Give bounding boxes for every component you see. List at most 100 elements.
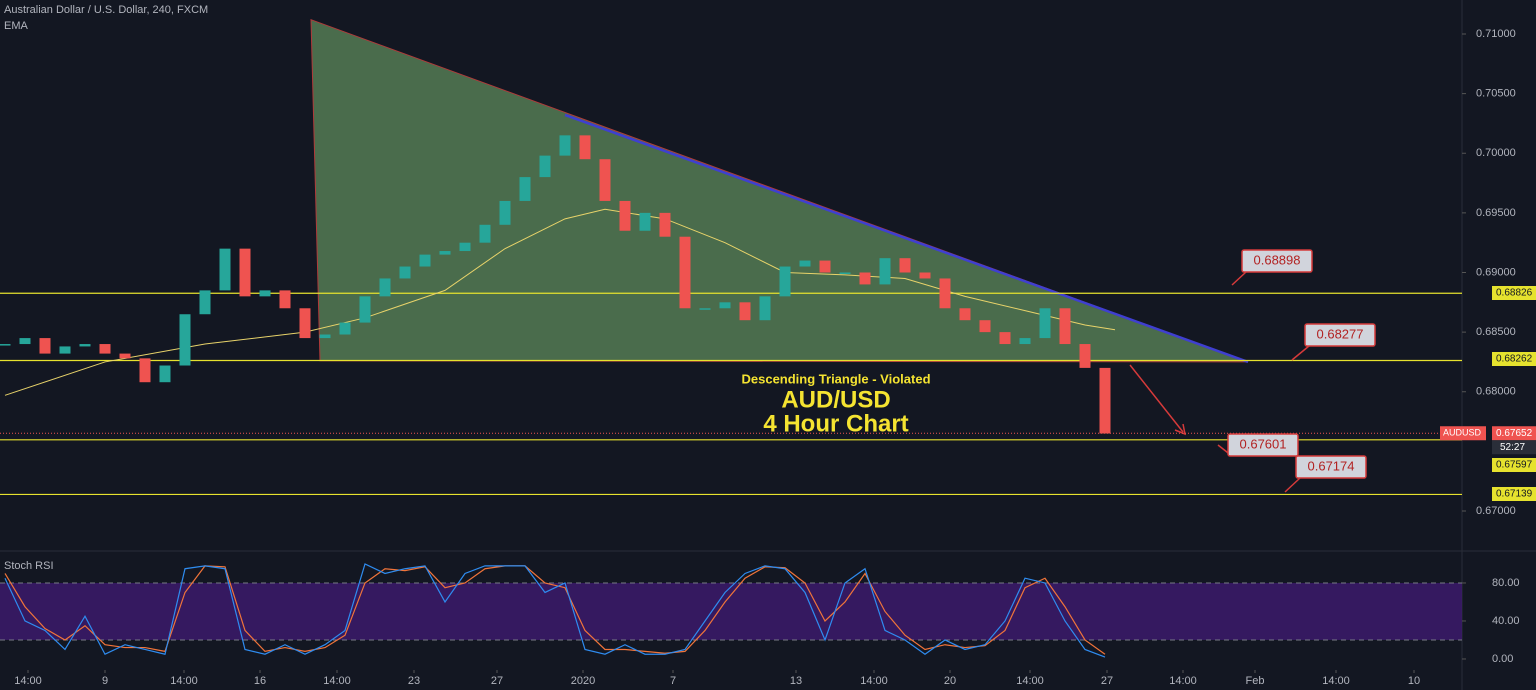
callout-box bbox=[1304, 323, 1376, 347]
price-tag bbox=[1492, 458, 1536, 472]
candle bbox=[639, 212, 651, 231]
candle bbox=[1039, 308, 1051, 339]
candle bbox=[719, 302, 731, 309]
candle bbox=[59, 346, 71, 354]
rsi-title: Stoch RSI bbox=[4, 560, 54, 572]
candle bbox=[559, 135, 571, 156]
candle bbox=[159, 365, 171, 383]
x-tick-label: 14:00 bbox=[1016, 675, 1044, 687]
callout-label: 0.67601 bbox=[1240, 436, 1287, 451]
callout-line bbox=[1284, 477, 1301, 493]
rsi-line bbox=[4, 565, 1106, 655]
ema-line bbox=[4, 208, 1116, 396]
y-tick-label: 0.71000 bbox=[1476, 28, 1516, 40]
callout-box bbox=[1241, 249, 1313, 273]
candle bbox=[599, 159, 611, 201]
callout-label: 0.68277 bbox=[1317, 326, 1364, 341]
price-tag-label: 0.67139 bbox=[1496, 489, 1533, 500]
candle bbox=[139, 358, 151, 383]
candle bbox=[379, 278, 391, 297]
candle bbox=[579, 135, 591, 160]
y-tick-label: 0.68000 bbox=[1476, 386, 1516, 398]
price-tag-label: 0.68826 bbox=[1496, 288, 1533, 299]
y-tick-label: 0.69500 bbox=[1476, 207, 1516, 219]
rsi-line bbox=[4, 563, 1106, 658]
candle bbox=[399, 266, 411, 279]
candle bbox=[779, 266, 791, 297]
candle bbox=[439, 251, 451, 255]
candle bbox=[999, 332, 1011, 345]
caption: AUD/USD bbox=[781, 386, 890, 413]
candle bbox=[1079, 344, 1091, 368]
candle bbox=[859, 272, 871, 285]
candle bbox=[939, 278, 951, 309]
last-price-tag bbox=[1492, 426, 1536, 441]
callout-label: 0.67174 bbox=[1308, 458, 1355, 473]
rsi-band bbox=[0, 582, 1462, 640]
candle bbox=[359, 296, 371, 323]
candle bbox=[119, 353, 131, 359]
x-tick-label: 9 bbox=[102, 675, 108, 687]
candle bbox=[99, 344, 111, 354]
candle bbox=[659, 212, 671, 237]
x-tick-label: 27 bbox=[1101, 675, 1113, 687]
y-tick-label: 0.67000 bbox=[1476, 505, 1516, 517]
x-tick-label: 20 bbox=[944, 675, 956, 687]
x-tick-label: 14:00 bbox=[14, 675, 42, 687]
candle bbox=[819, 260, 831, 273]
candle bbox=[519, 177, 531, 201]
caption: Descending Triangle - Violated bbox=[741, 371, 930, 386]
price-tag bbox=[1492, 487, 1536, 501]
candle bbox=[259, 290, 271, 297]
candle bbox=[959, 308, 971, 321]
candle bbox=[19, 338, 31, 345]
candle bbox=[879, 258, 891, 285]
callout-box bbox=[1227, 433, 1299, 457]
candle bbox=[499, 200, 511, 225]
x-tick-label: 14:00 bbox=[1169, 675, 1197, 687]
candle bbox=[1019, 338, 1031, 345]
candle bbox=[919, 272, 931, 279]
candle bbox=[239, 248, 251, 297]
candle bbox=[799, 260, 811, 267]
candle bbox=[459, 242, 471, 252]
resistance-line bbox=[564, 113, 1249, 364]
y-tick-label: 0.69000 bbox=[1476, 266, 1516, 278]
x-tick-label: 14:00 bbox=[170, 675, 198, 687]
indicator-name: EMA bbox=[4, 20, 29, 32]
candle bbox=[339, 322, 351, 335]
x-tick-label: 7 bbox=[670, 675, 676, 687]
chart-title: Australian Dollar / U.S. Dollar, 240, FX… bbox=[4, 4, 208, 16]
candle bbox=[219, 248, 231, 291]
price-tag-label: 0.68262 bbox=[1496, 354, 1533, 365]
candle bbox=[679, 236, 691, 309]
countdown-tag bbox=[1492, 440, 1536, 455]
candle bbox=[279, 290, 291, 309]
y-tick-label: 0.70500 bbox=[1476, 88, 1516, 100]
price-tag bbox=[1492, 286, 1536, 300]
rsi-tick-label: 0.00 bbox=[1492, 653, 1513, 665]
candle bbox=[0, 344, 11, 346]
candle bbox=[299, 308, 311, 339]
candle bbox=[199, 290, 211, 315]
rsi-tick-label: 80.00 bbox=[1492, 577, 1520, 589]
candle bbox=[419, 254, 431, 267]
callout-line bbox=[1231, 271, 1247, 286]
caption: 4 Hour Chart bbox=[763, 410, 908, 437]
candle bbox=[319, 334, 331, 339]
y-tick-label: 0.68500 bbox=[1476, 326, 1516, 338]
candle bbox=[79, 344, 91, 347]
candle bbox=[1059, 308, 1071, 345]
candle bbox=[539, 155, 551, 178]
candle bbox=[699, 308, 711, 310]
countdown-label: 52:27 bbox=[1500, 442, 1525, 453]
x-tick-label: Feb bbox=[1246, 675, 1265, 687]
x-tick-label: 14:00 bbox=[323, 675, 351, 687]
callout-label: 0.68898 bbox=[1254, 252, 1301, 267]
price-tag-label: 0.67597 bbox=[1496, 460, 1533, 471]
candle bbox=[899, 258, 911, 273]
x-tick-label: 10 bbox=[1408, 675, 1420, 687]
x-tick-label: 27 bbox=[491, 675, 503, 687]
